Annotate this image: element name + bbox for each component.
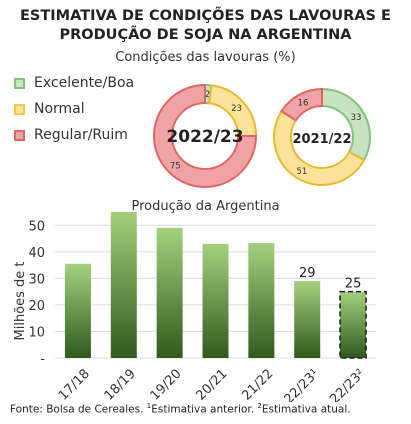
- donut-2021-22-label-normal: 51: [296, 167, 307, 177]
- x-tick-label: 21/22: [239, 366, 276, 402]
- footnote-note-2: Estimativa atual.: [261, 403, 351, 416]
- donut-2022-23-center-label: 2022/23: [166, 127, 243, 147]
- y-tick-label: 40: [28, 246, 45, 261]
- donut-2022-23-label-poor: 75: [170, 162, 181, 172]
- donut-2022-23-label-normal: 23: [231, 104, 242, 114]
- chart-title-line1: ESTIMATIVA DE CONDIÇÕES DAS LAVOURAS E: [20, 8, 391, 24]
- chart-title-line2: PRODUÇÃO DE SOJA NA ARGENTINA: [59, 27, 352, 43]
- donut-2022-23: 2 23 75 2022/23: [153, 84, 258, 188]
- x-tick-label: 18/19: [102, 366, 139, 402]
- bar-6: [294, 281, 321, 358]
- footnote-source: Fonte: Bolsa de Cereales.: [10, 403, 147, 416]
- conditions-subtitle: Condições das lavouras (%): [115, 50, 296, 65]
- footnote-note-1: Estimativa anterior.: [151, 403, 258, 416]
- donut-2021-22-label-poor: 16: [298, 98, 309, 108]
- y-tick-label: -: [40, 352, 45, 367]
- source-footnote: Fonte: Bolsa de Cereales. 1Estimativa an…: [10, 402, 351, 416]
- y-tick-label: 30: [28, 272, 45, 287]
- donut-2021-22-center-label: 2021/22: [292, 132, 351, 147]
- bar-7: [339, 290, 367, 359]
- data-label: 29: [299, 266, 316, 281]
- legend-label-poor: Regular/Ruim: [34, 127, 128, 143]
- legend-swatch-poor: [14, 129, 25, 141]
- bar-5: [248, 243, 275, 358]
- bar-4: [202, 243, 229, 358]
- legend-swatch-normal: [14, 103, 25, 115]
- x-tick-label: 19/20: [148, 366, 185, 402]
- x-tick-label: 22/23²: [327, 366, 368, 402]
- footnote-mark-2: 2: [257, 402, 262, 410]
- donut-2022-23-slice-poor: [153, 84, 258, 188]
- data-label: 25: [345, 277, 362, 292]
- y-tick-label: 20: [28, 299, 45, 314]
- donut-2021-22-slice-normal: [273, 109, 366, 186]
- x-tick-label: 22/23¹: [281, 366, 322, 402]
- legend-item-good: Excelente/Boa: [14, 70, 134, 96]
- legend-item-poor: Regular/Ruim: [14, 122, 134, 148]
- bar-1: [64, 263, 91, 358]
- x-tick-label: 20/21: [193, 366, 230, 402]
- y-axis-label: Milhões de t: [13, 261, 28, 340]
- y-tick-label: 10: [28, 325, 45, 340]
- donut-2021-22: 33 51 16 2021/22: [273, 87, 371, 186]
- donut-2021-22-slice-good: [321, 87, 371, 162]
- donut-2022-23-label-good: 2: [205, 90, 210, 100]
- conditions-legend: Excelente/Boa Normal Regular/Ruim: [14, 70, 134, 148]
- legend-label-good: Excelente/Boa: [34, 75, 135, 91]
- legend-label-normal: Normal: [34, 101, 85, 117]
- donut-2021-22-label-good: 33: [351, 113, 362, 123]
- legend-swatch-good: [14, 77, 25, 89]
- y-tick-label: 50: [28, 219, 45, 234]
- bar-3: [156, 227, 183, 358]
- footnote-mark-1: 1: [146, 402, 152, 410]
- production-bar-chart: - 10 20 30 40 50 Milhões de t 17/18 18/19 19/20 20…: [13, 212, 376, 402]
- production-subtitle: Produção da Argentina: [131, 199, 280, 214]
- donut-2021-22-slice-poor: [280, 87, 323, 122]
- legend-item-normal: Normal: [14, 96, 134, 122]
- x-tick-label: 17/18: [56, 366, 93, 402]
- bar-2: [110, 212, 137, 358]
